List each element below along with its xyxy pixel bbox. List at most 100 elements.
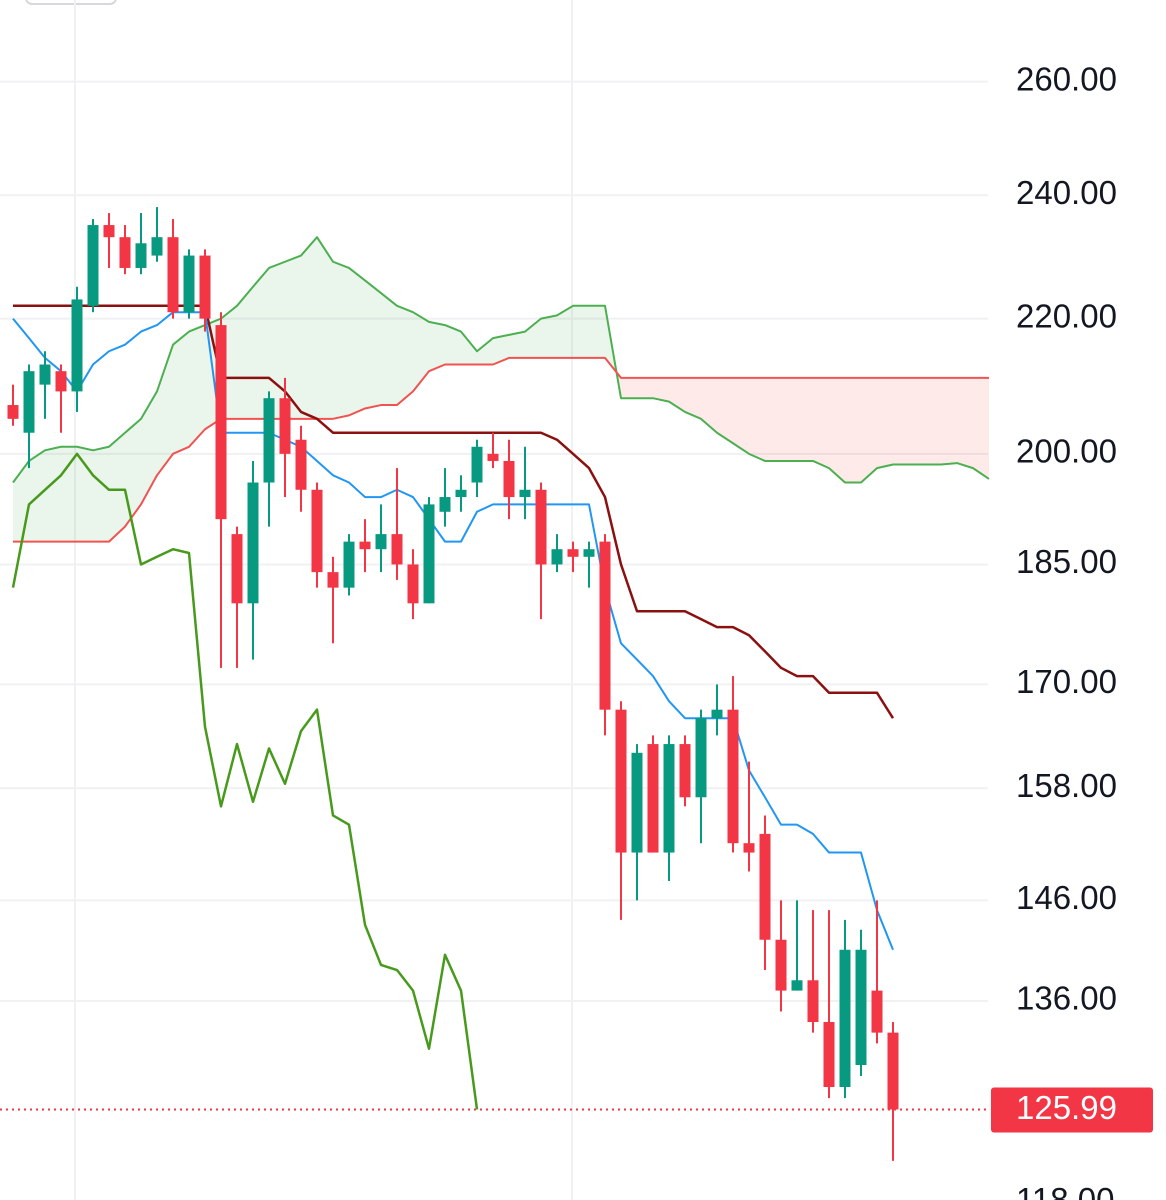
cloud-fill [237,286,253,419]
cloud-fill [781,377,797,461]
cloud-fill [477,338,493,365]
candle-body [55,371,67,392]
cloud-fill [173,331,189,454]
y-tick-label: 220.00 [1016,297,1117,334]
cloud-fill [621,377,637,399]
candle-body [151,237,163,256]
candle-body [455,489,467,498]
cloud-fill [381,293,397,406]
candle-body [103,225,115,238]
cloud-fill [93,446,109,542]
cloud-fill [973,377,989,479]
candle-body [695,718,707,798]
candle-body [199,255,211,319]
candle-body [7,405,19,419]
candle-body [535,489,547,565]
candle-body [775,939,787,991]
candle-body [263,398,275,483]
candle-body [839,949,851,1087]
y-tick-label: 158.00 [1016,767,1117,804]
cloud-fill [909,377,925,465]
candle-body [679,744,691,798]
candle-body [743,843,755,853]
cloud-fill [557,305,573,358]
y-tick-label: 260.00 [1016,60,1117,97]
candle-body [71,299,83,392]
candle-body [167,237,179,313]
y-tick-label: 170.00 [1016,663,1117,700]
candles [7,207,899,1161]
candle-body [807,980,819,1023]
candle-body [215,325,227,520]
candle-body [279,398,291,454]
y-tick-label: 136.00 [1016,980,1117,1017]
cloud-fill [797,377,813,461]
candle-body [247,482,259,604]
cloud-fill [349,267,365,416]
candle-body [295,439,307,490]
cloud-fill [429,321,445,372]
indicator-lines [11,236,990,1110]
cloud-fill [413,312,429,392]
candle-body [583,549,595,557]
cloud-fill [637,377,653,399]
cloud-fill [189,325,205,447]
cloud-fill [77,446,93,542]
y-tick-label: 240.00 [1016,174,1117,211]
cloud-fill [317,237,333,419]
cloud-fill [461,331,477,365]
candle-body [487,453,499,461]
candle-body [663,744,675,853]
cloud-fill [589,305,605,358]
candle-body [359,541,371,550]
cloud-fill [861,377,877,483]
cloud-fill [61,446,77,542]
candle-body [647,744,659,853]
candle-body [823,1022,835,1087]
indicator-line [13,304,895,719]
candle-body [887,1032,899,1110]
cloud-fill [541,315,557,358]
candle-body [615,709,627,853]
cloud-fill [509,331,525,358]
cloud-fill [957,377,973,469]
candle-body [551,549,563,565]
cloud-fill [269,261,285,419]
toolbar-button[interactable] [25,0,117,5]
candle-body [231,534,243,604]
candle-body [759,833,771,940]
candle-body [407,564,419,604]
candle-body [39,364,51,385]
axis-labels: 260.00 240.00 220.00 200.00 185.00 170.00 158.… [0,60,1153,1200]
cloud-fill [157,344,173,476]
indicator-line [13,356,989,543]
cloud-fill [717,377,733,444]
indicator-line [12,311,894,951]
cloud-fill [573,305,589,358]
candle-body [599,541,611,710]
cloud-fill [925,377,941,465]
cloud-fill [749,377,765,461]
candle-body [135,243,147,268]
cloud-fill [845,377,861,483]
candle-body [471,446,483,483]
candle-body [375,534,387,550]
y-tick-label: 146.00 [1016,879,1117,916]
cloud-fill [877,377,893,469]
y-tick-label: 118.00 [1016,1181,1114,1200]
cloud-fill [685,377,701,419]
y-tick-label: 200.00 [1016,433,1117,470]
indicator-line [11,452,479,1110]
y-tick-label: 185.00 [1016,543,1117,580]
candle-body [391,534,403,565]
cloud [13,237,989,542]
candle-body [727,709,739,844]
candle-body [567,549,579,557]
candle-body [503,460,515,498]
cloud-fill [333,261,349,419]
cloud-fill [493,334,509,365]
candle-body [343,541,355,588]
candle-body [327,572,339,588]
